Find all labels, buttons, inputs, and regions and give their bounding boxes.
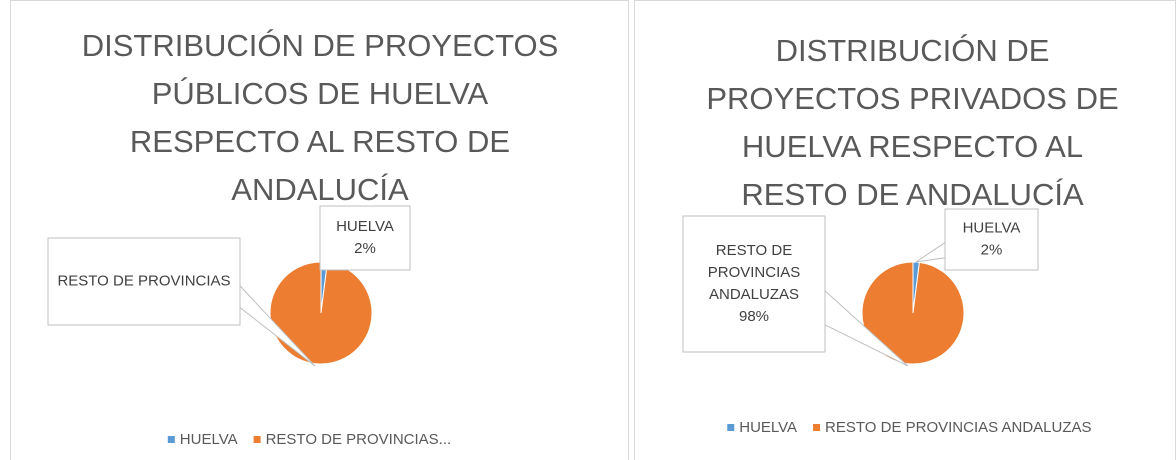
data-label-name: HUELVA (963, 219, 1021, 236)
data-label-name: RESTO DE (716, 242, 792, 259)
legend-swatch (813, 424, 821, 431)
legend-label: RESTO DE PROVINCIAS... (266, 431, 452, 448)
pie-slice (269, 261, 373, 365)
legend-label: RESTO DE PROVINCIAS ANDALUZAS (825, 419, 1091, 436)
data-label-value: 98% (739, 308, 769, 325)
callout-box (319, 205, 411, 271)
data-label-name: PROVINCIAS (708, 264, 801, 281)
chart-title: DISTRIBUCIÓN DE PROYECTOS PÚBLICOS DE HU… (81, 28, 559, 207)
chart-panel (10, 0, 629, 460)
legend-swatch (727, 424, 735, 431)
data-label-name: ANDALUZAS (709, 286, 799, 303)
legend-swatch (253, 436, 261, 443)
legend-label: HUELVA (180, 431, 238, 448)
chart-title: DISTRIBUCIÓN DE PROYECTOS PRIVADOS DE HU… (706, 33, 1119, 212)
data-label: RESTO DE PROVINCIAS (57, 272, 230, 289)
callout-pointer (915, 241, 946, 263)
callout-box (944, 208, 1039, 271)
data-label-name: RESTO DE PROVINCIAS (57, 272, 230, 289)
data-label: HUELVA 2% (336, 218, 394, 257)
callout-box (47, 237, 241, 326)
legend-label: HUELVA (739, 419, 797, 436)
data-label: RESTO DE PROVINCIAS ANDALUZAS 98% (708, 242, 801, 325)
data-label: HUELVA 2% (963, 219, 1021, 258)
callout-box (682, 215, 826, 353)
data-label-value: 2% (354, 240, 376, 257)
pie-slice (861, 261, 965, 365)
legend-swatch (167, 436, 175, 443)
data-label-name: HUELVA (336, 218, 394, 235)
data-label-value: 2% (981, 241, 1003, 258)
